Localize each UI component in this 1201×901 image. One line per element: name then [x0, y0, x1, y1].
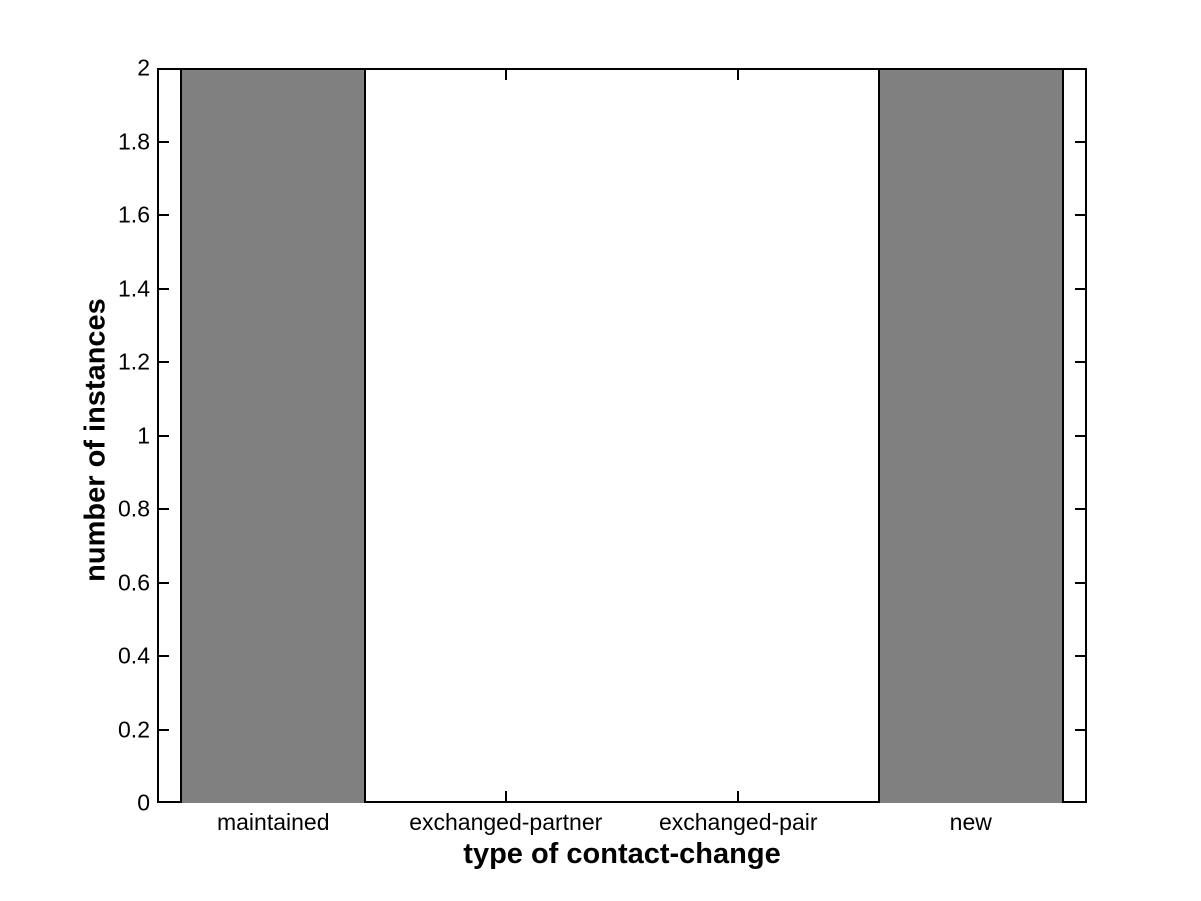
y-tick-label: 1.6 — [118, 201, 150, 228]
y-tick-left — [157, 728, 169, 731]
x-tick-bottom — [737, 791, 740, 803]
bar-maintained — [180, 68, 367, 803]
x-tick-top — [504, 68, 507, 80]
y-tick-right — [1075, 214, 1087, 216]
y-tick-right — [1075, 287, 1087, 290]
y-tick-label: 2 — [137, 54, 150, 81]
y-axis-label: number of instances — [79, 298, 112, 582]
y-tick-label: 0.2 — [118, 716, 150, 742]
y-tick-right — [1075, 361, 1087, 363]
x-tick-label-exchanged-partner: exchanged-partner — [409, 809, 603, 835]
y-tick-left — [157, 361, 169, 363]
axis-bottom-line — [157, 801, 1087, 803]
y-tick-label: 1 — [137, 422, 150, 448]
y-tick-right — [1075, 434, 1087, 437]
axes — [157, 68, 1087, 803]
x-tick-bottom — [504, 791, 507, 803]
y-tick-right — [1075, 655, 1087, 657]
y-tick-right — [1075, 140, 1087, 143]
y-tick-left — [157, 508, 169, 510]
y-tick-left — [157, 434, 169, 437]
y-tick-right — [1075, 728, 1087, 731]
y-tick-left — [157, 581, 169, 584]
y-tick-left — [157, 801, 169, 803]
y-tick-label: 1.4 — [118, 275, 150, 301]
y-tick-right — [1075, 801, 1087, 803]
y-tick-left — [157, 214, 169, 216]
x-axis-label: type of contact-change — [463, 838, 781, 870]
x-tick-label-new: new — [949, 809, 992, 835]
axis-top-line — [157, 68, 1087, 70]
y-tick-right — [1075, 508, 1087, 510]
y-tick-left — [157, 68, 169, 70]
y-tick-label: 0.8 — [118, 495, 150, 522]
x-tick-label-exchanged-pair: exchanged-pair — [658, 809, 818, 835]
y-tick-left — [157, 140, 169, 143]
y-tick-left — [157, 287, 169, 290]
x-tick-top — [737, 68, 740, 80]
y-tick-right — [1075, 581, 1087, 584]
x-tick-label-maintained: maintained — [216, 809, 330, 835]
y-tick-label: 0.4 — [118, 642, 150, 669]
y-tick-label: 1.2 — [118, 348, 150, 375]
y-tick-left — [157, 655, 169, 657]
y-tick-label: 0.6 — [118, 569, 150, 595]
y-tick-label: 0 — [137, 789, 150, 816]
y-tick-label: 1.8 — [118, 128, 150, 154]
y-tick-right — [1075, 68, 1087, 70]
bar-new — [877, 68, 1064, 803]
